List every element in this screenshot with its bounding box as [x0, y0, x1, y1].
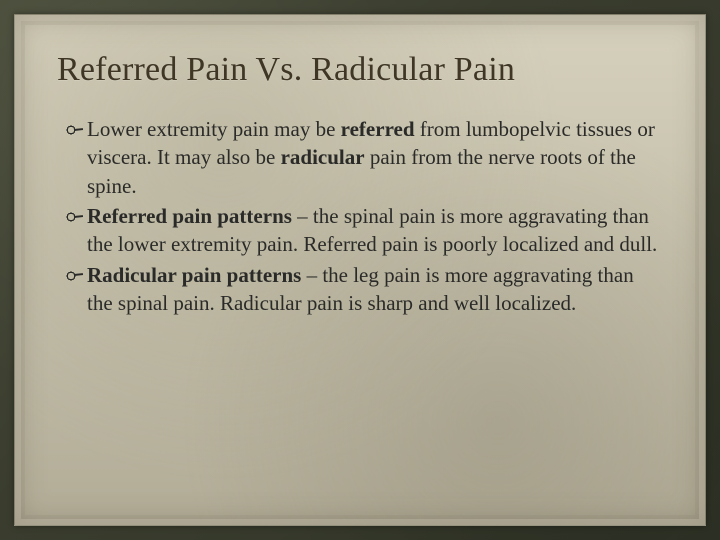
text-run: Lower extremity pain may be — [87, 117, 341, 141]
text-run: Radicular pain patterns — [87, 263, 301, 287]
slide-title: Referred Pain Vs. Radicular Pain — [57, 51, 663, 89]
bullet-list: Lower extremity pain may be referred fro… — [57, 115, 663, 317]
text-run: Referred pain patterns — [87, 204, 292, 228]
text-run: referred — [341, 117, 415, 141]
list-item: Referred pain patterns – the spinal pain… — [63, 202, 663, 259]
text-run: radicular — [281, 145, 365, 169]
slide-frame: Referred Pain Vs. Radicular Pain Lower e… — [0, 0, 720, 540]
list-item: Lower extremity pain may be referred fro… — [63, 115, 663, 200]
list-item: Radicular pain patterns – the leg pain i… — [63, 261, 663, 318]
slide-paper: Referred Pain Vs. Radicular Pain Lower e… — [14, 14, 706, 526]
